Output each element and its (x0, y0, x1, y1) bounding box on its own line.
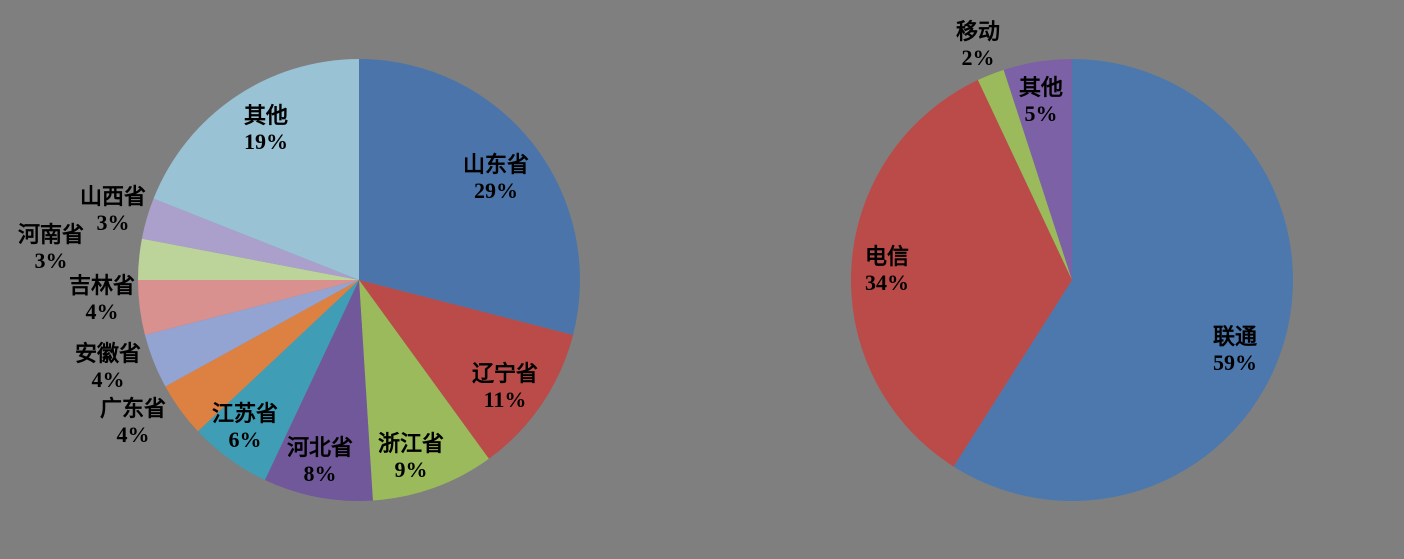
province-share-pie-slice-shandong (359, 59, 581, 335)
province-share-pie-label-jilin: 吉林省 4% (69, 273, 135, 324)
carrier-share-pie-slice-qita (1003, 59, 1072, 280)
carrier-share-pie-label-liantong: 联通 59% (1213, 324, 1257, 375)
province-share-pie-label-qita: 其他 19% (244, 103, 288, 154)
province-share-pie-slice-anhui (144, 280, 359, 387)
carrier-share-pie-label-dianxin: 电信 34% (865, 244, 909, 295)
province-share-pie-label-shanxi: 山西省 3% (80, 184, 146, 235)
carrier-share-pie-slice-yidong (977, 69, 1072, 280)
province-share-pie-slice-jilin (138, 280, 359, 335)
province-share-pie-label-shandong: 山东省 29% (463, 152, 529, 203)
province-share-pie-slice-zhejiang (359, 280, 489, 501)
province-share-pie-label-jiangsu: 江苏省 6% (212, 401, 278, 452)
province-share-pie-slice-qita (153, 59, 359, 280)
province-share-pie-slice-henan (138, 238, 359, 280)
province-share-pie-label-anhui: 安徽省 4% (75, 341, 141, 392)
province-share-pie-label-guangdong: 广东省 4% (100, 396, 166, 447)
province-share-pie-label-henan: 河南省 3% (18, 222, 84, 273)
province-share-pie-slice-shanxi (141, 198, 359, 280)
carrier-share-pie-slice-dianxin (850, 80, 1072, 467)
carrier-share-pie-label-qita: 其他 5% (1019, 75, 1063, 126)
province-share-pie-label-liaoning: 辽宁省 11% (472, 361, 538, 412)
province-share-pie-label-hebei: 河北省 8% (287, 435, 353, 486)
carrier-share-pie-label-yidong: 移动 2% (956, 19, 1000, 70)
carrier-share-pie-slice-liantong (953, 59, 1293, 501)
province-share-pie-slice-hebei (264, 280, 373, 501)
carrier-share-pie: 联通 59% 电信 34% 移动 2% 其他 5% (850, 19, 1293, 501)
province-share-pie: 山东省 29% 辽宁省 11% 浙江省 9% 河北省 8%江苏省 6% 广东省 4%安徽省 4% 吉林省… (18, 59, 581, 501)
province-share-pie-slice-guangdong (165, 280, 359, 432)
province-share-pie-label-zhejiang: 浙江省 9% (378, 431, 444, 482)
province-share-pie-slice-liaoning (359, 280, 574, 459)
province-share-pie-slice-jiangsu (197, 280, 359, 480)
